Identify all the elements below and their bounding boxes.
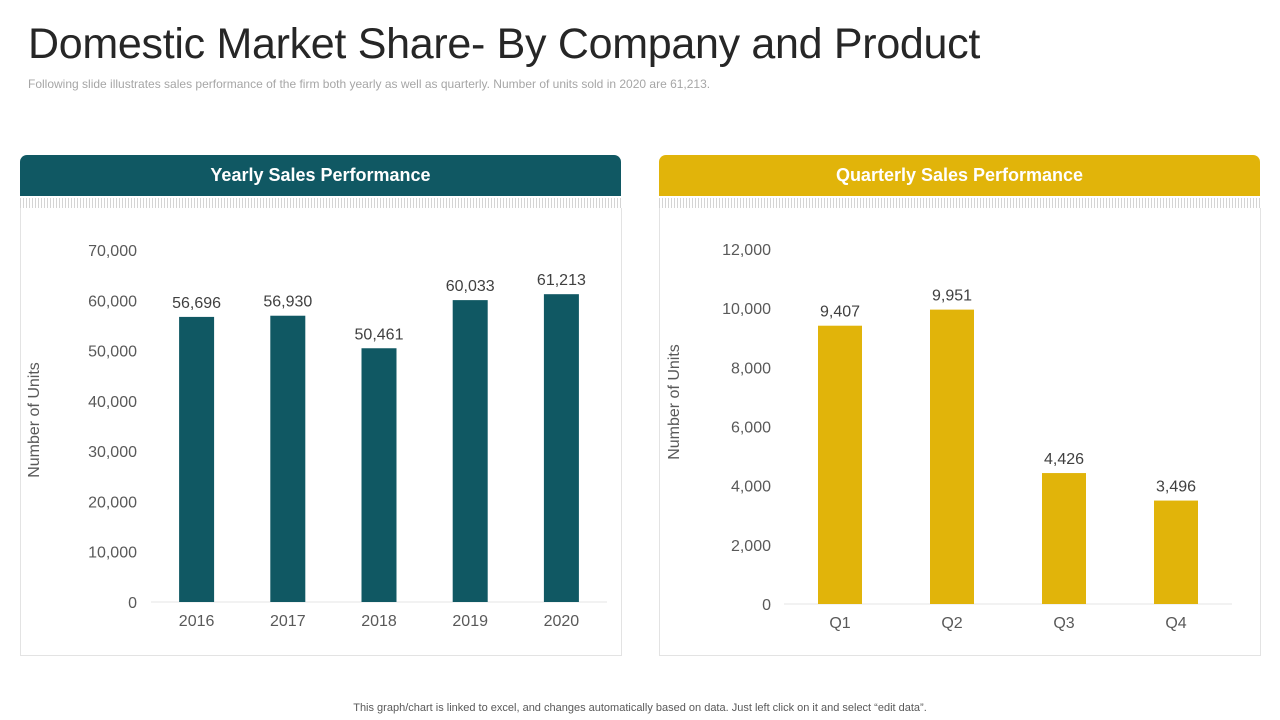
quarterly-bar-chart[interactable]: 0 2,000 4,000 6,000 8,000 10,000 12,000 Number … [660, 208, 1262, 656]
quarterly-bar-value-label: 4,426 [1044, 451, 1084, 468]
yearly-bar-chart[interactable]: 0 10,000 20,000 30,000 40,000 50,000 60,000 70,… [21, 208, 623, 656]
quarterly-y-tick-label: 2,000 [731, 538, 771, 555]
quarterly-y-tick-label: 4,000 [731, 479, 771, 496]
yearly-panel-divider [20, 198, 621, 208]
quarterly-y-tick-label: 12,000 [722, 242, 771, 259]
yearly-bar-value-label: 50,461 [355, 326, 404, 343]
yearly-x-tick-label: 2020 [544, 613, 580, 630]
quarterly-panel-title: Quarterly Sales Performance [835, 165, 1084, 185]
quarterly-chart-panel: 0 2,000 4,000 6,000 8,000 10,000 12,000 Number … [659, 208, 1261, 656]
yearly-y-tick-label: 60,000 [88, 293, 137, 310]
page-subtitle: Following slide illustrates sales perfor… [28, 77, 711, 91]
quarterly-bar-value-label: 9,951 [932, 288, 972, 305]
yearly-x-tick-label: 2019 [452, 613, 488, 630]
yearly-y-tick-label: 50,000 [88, 344, 137, 361]
quarterly-panel-divider [659, 198, 1260, 208]
yearly-x-tick-label: 2016 [179, 613, 215, 630]
quarterly-bar [818, 325, 862, 604]
quarterly-x-tick-label: Q4 [1165, 615, 1186, 632]
quarterly-bar [1154, 500, 1198, 604]
yearly-bar-value-label: 56,930 [263, 294, 312, 311]
quarterly-x-tick-label: Q3 [1053, 615, 1074, 632]
yearly-panel-header: Yearly Sales Performance [20, 155, 621, 196]
quarterly-bar [930, 309, 974, 604]
yearly-bar-value-label: 60,033 [446, 278, 495, 295]
yearly-bar [361, 348, 397, 602]
yearly-bar [543, 294, 579, 602]
quarterly-x-tick-label: Q2 [941, 615, 962, 632]
yearly-y-tick-label: 20,000 [88, 494, 137, 511]
yearly-x-tick-label: 2018 [361, 613, 397, 630]
quarterly-bar-value-label: 3,496 [1156, 479, 1196, 496]
quarterly-y-tick-label: 6,000 [731, 420, 771, 437]
yearly-y-tick-label: 40,000 [88, 394, 137, 411]
quarterly-y-axis-title: Number of Units [666, 344, 683, 460]
quarterly-y-tick-label: 10,000 [722, 301, 771, 318]
yearly-y-tick-label: 0 [128, 595, 137, 612]
yearly-bar [452, 300, 488, 602]
quarterly-bar-value-label: 9,407 [820, 304, 860, 321]
quarterly-bar [1042, 473, 1086, 604]
yearly-chart-panel: 0 10,000 20,000 30,000 40,000 50,000 60,000 70,… [20, 208, 622, 656]
quarterly-y-tick-label: 0 [762, 597, 771, 614]
yearly-bar-value-label: 61,213 [537, 272, 586, 289]
yearly-x-tick-label: 2017 [270, 613, 306, 630]
quarterly-y-tick-label: 8,000 [731, 360, 771, 377]
yearly-y-tick-label: 10,000 [88, 545, 137, 562]
yearly-y-tick-label: 70,000 [88, 243, 137, 260]
quarterly-panel-header: Quarterly Sales Performance [659, 155, 1260, 196]
page-title: Domestic Market Share- By Company and Pr… [28, 20, 981, 68]
quarterly-x-tick-label: Q1 [829, 615, 850, 632]
yearly-y-tick-label: 30,000 [88, 444, 137, 461]
yearly-bar [179, 316, 215, 602]
yearly-y-axis-title: Number of Units [26, 362, 43, 478]
yearly-bar [270, 315, 306, 602]
footer-note: This graph/chart is linked to excel, and… [353, 702, 927, 714]
yearly-panel-title: Yearly Sales Performance [210, 165, 431, 185]
yearly-bar-value-label: 56,696 [172, 295, 221, 312]
